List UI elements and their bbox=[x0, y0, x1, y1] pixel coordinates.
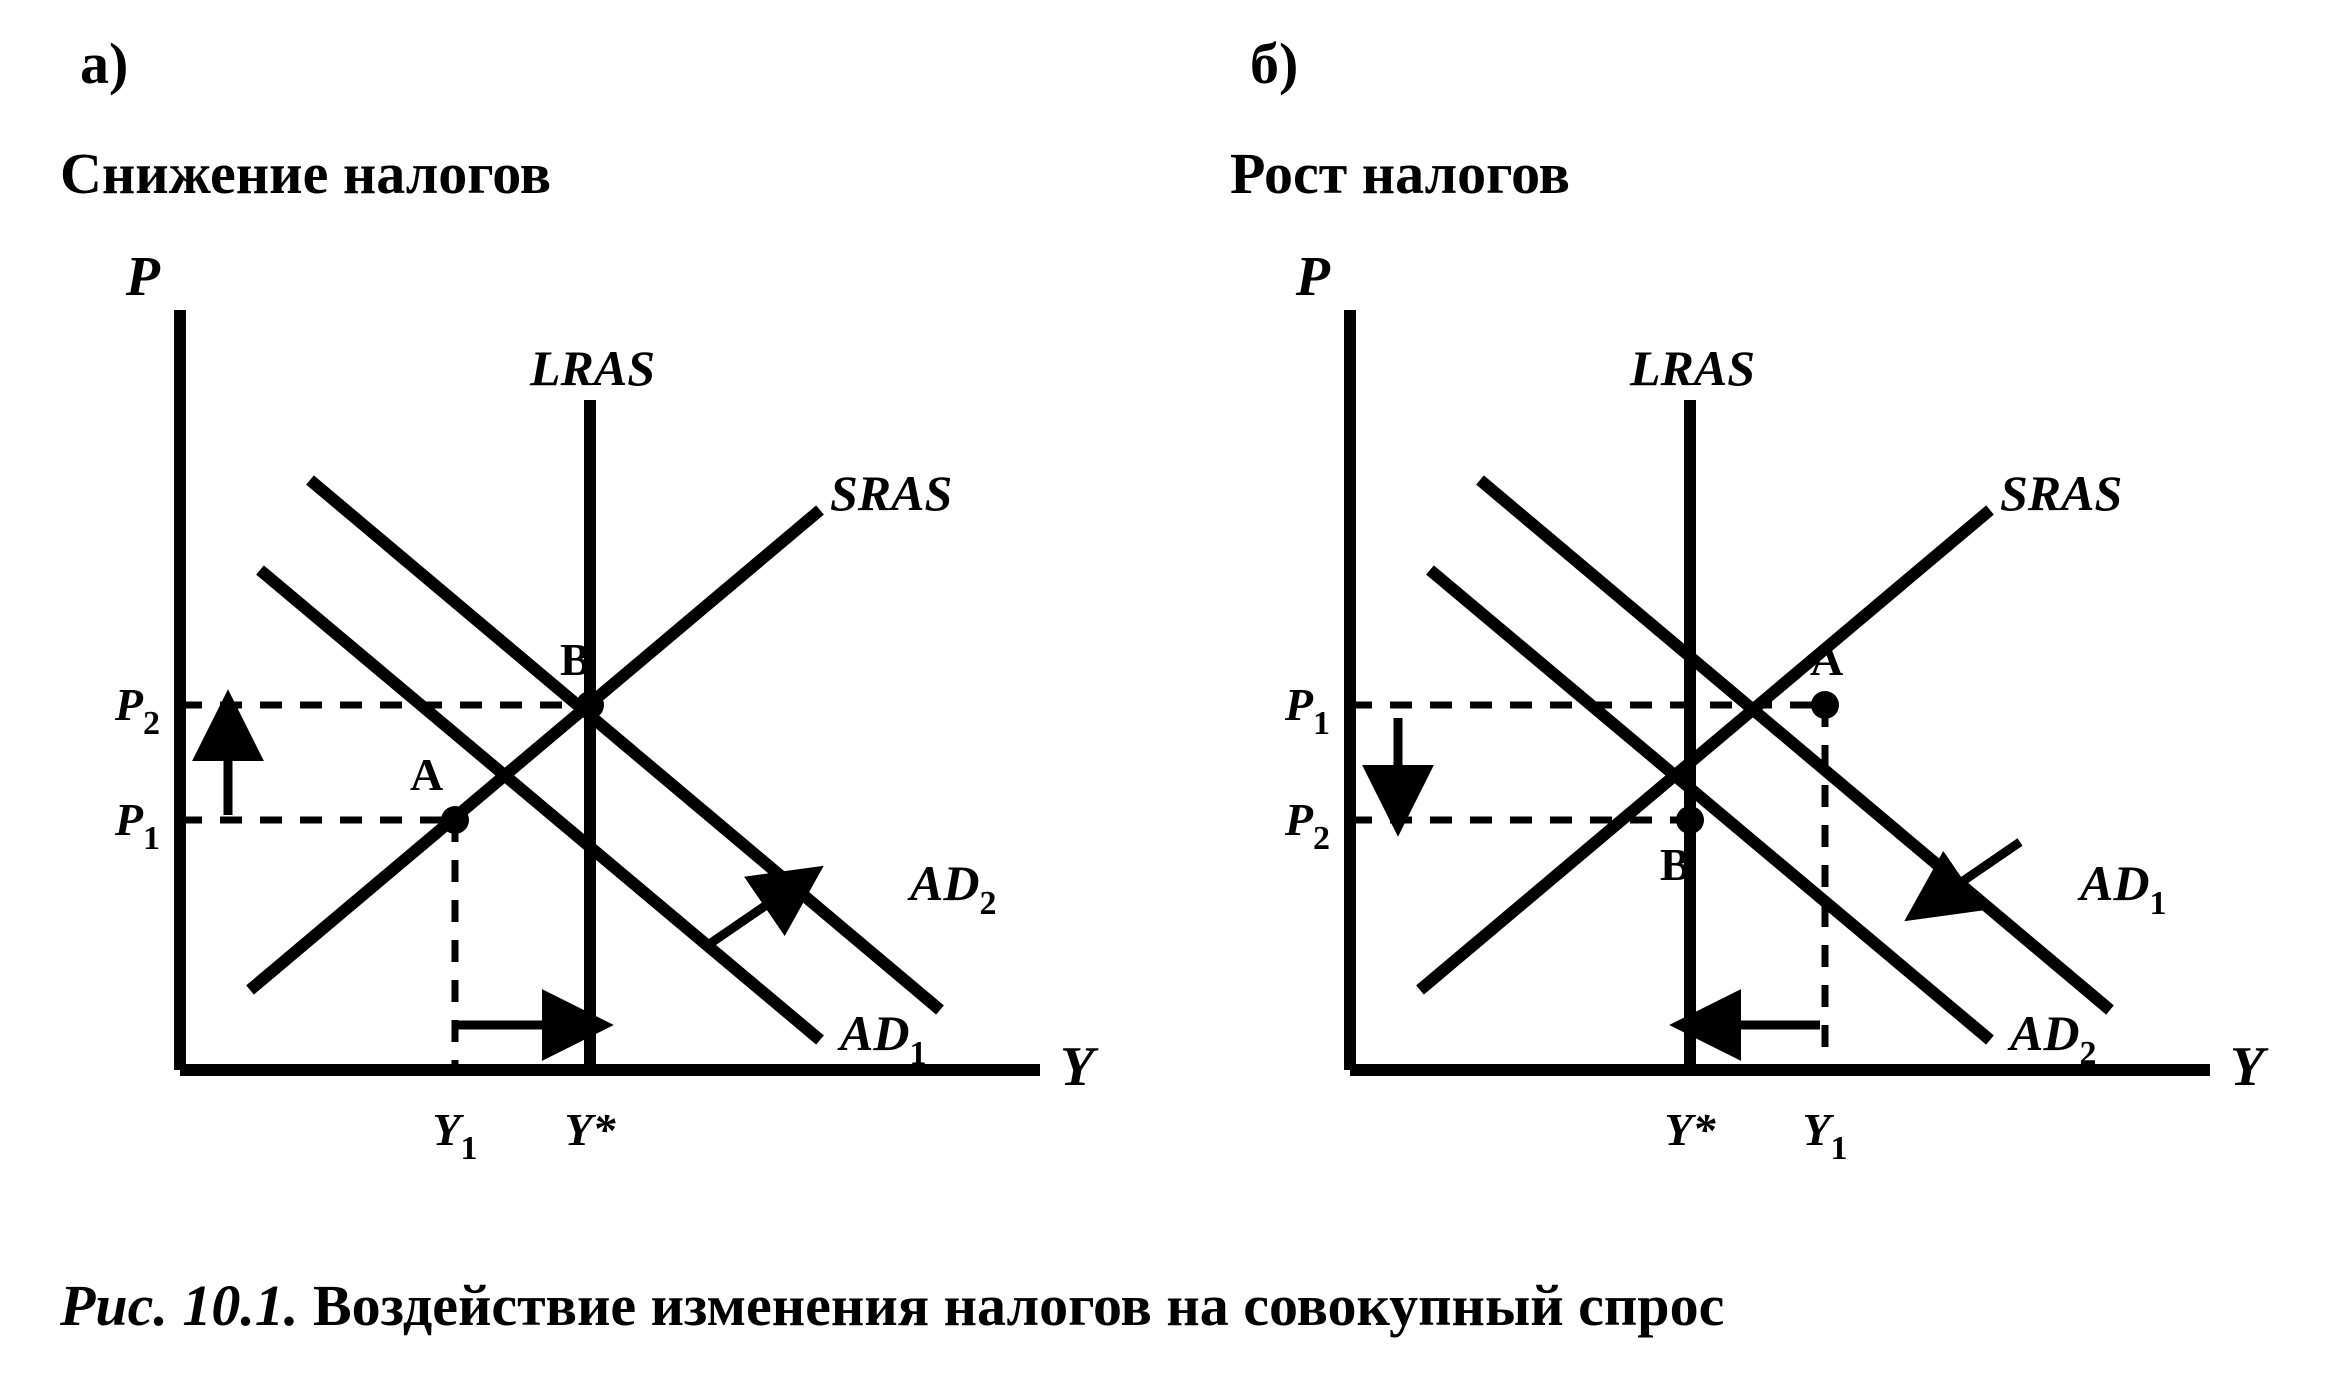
page: а) Снижение налогов P Y LRAS SRAS bbox=[0, 0, 2351, 1374]
point-a-label: A bbox=[1810, 634, 1843, 685]
ystar-label: Y* bbox=[564, 1104, 616, 1155]
y1-label: Y1 bbox=[432, 1104, 477, 1167]
ad2-line bbox=[310, 480, 940, 1010]
p-upper-label: P1 bbox=[1284, 679, 1330, 742]
p-upper-label: P2 bbox=[114, 679, 160, 742]
point-b-label: B bbox=[1660, 839, 1691, 890]
ad1-label: AD1 bbox=[837, 1005, 926, 1072]
x-axis-label: Y bbox=[1060, 1036, 1099, 1098]
p-lower-label: P2 bbox=[1284, 794, 1330, 857]
panel-a-title: Снижение налогов bbox=[60, 140, 551, 207]
sras-label: SRAS bbox=[830, 465, 952, 521]
y1-label: Y1 bbox=[1802, 1104, 1847, 1167]
x-axis-label: Y bbox=[2230, 1036, 2269, 1098]
ad2-label: AD2 bbox=[2007, 1005, 2096, 1072]
panel-b: б) Рост налогов P Y LRAS SRAS bbox=[1230, 30, 2330, 1180]
point-b bbox=[576, 691, 604, 719]
point-a bbox=[441, 806, 469, 834]
ad1-label: AD1 bbox=[2077, 855, 2166, 922]
point-a bbox=[1811, 691, 1839, 719]
point-a-label: A bbox=[410, 749, 443, 800]
panel-b-letter: б) bbox=[1250, 30, 1298, 97]
panel-b-title: Рост налогов bbox=[1230, 140, 1570, 207]
panel-a: а) Снижение налогов P Y LRAS SRAS bbox=[60, 30, 1160, 1180]
sras-label: SRAS bbox=[2000, 465, 2122, 521]
ystar-label: Y* bbox=[1664, 1104, 1716, 1155]
ad1-line bbox=[1480, 480, 2110, 1010]
point-b bbox=[1676, 806, 1704, 834]
ad2-label: AD2 bbox=[907, 855, 996, 922]
y-axis-label: P bbox=[1295, 250, 1331, 308]
sras-line bbox=[1420, 510, 1990, 990]
figure-caption: Рис. 10.1. Воздействие изменения налогов… bbox=[60, 1272, 2290, 1339]
ad1-line bbox=[260, 570, 820, 1040]
caption-text: Воздействие изменения налогов на совокуп… bbox=[313, 1273, 1724, 1338]
lras-label: LRAS bbox=[1629, 340, 1755, 396]
caption-prefix: Рис. 10.1. bbox=[60, 1273, 298, 1338]
ad-shift-arrow bbox=[708, 882, 800, 945]
graph-b: P Y LRAS SRAS AD1 AD2 bbox=[1230, 250, 2290, 1170]
graph-a: P Y LRAS SRAS AD1 AD2 bbox=[60, 250, 1120, 1170]
sras-line bbox=[250, 510, 820, 990]
ad2-line bbox=[1430, 570, 1990, 1040]
y-axis-label: P bbox=[125, 250, 161, 308]
lras-label: LRAS bbox=[529, 340, 655, 396]
p-lower-label: P1 bbox=[114, 794, 160, 857]
point-b-label: B bbox=[560, 634, 591, 685]
panel-a-letter: а) bbox=[80, 30, 128, 97]
